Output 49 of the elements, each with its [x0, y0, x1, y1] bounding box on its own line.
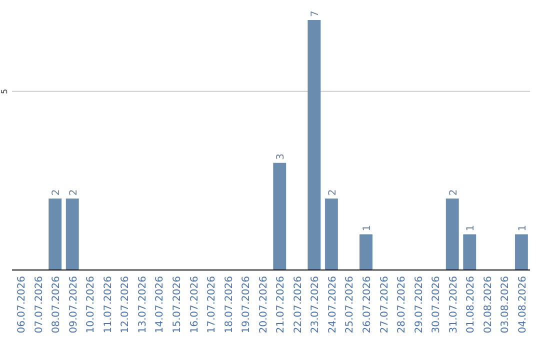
x-tick-label: 14.07.2026 — [154, 276, 166, 334]
x-tick-label: 29.07.2026 — [414, 276, 425, 334]
x-tick-label: 06.07.2026 — [16, 276, 28, 334]
bar — [463, 234, 476, 270]
data-label: 1 — [362, 224, 373, 232]
x-tick-label: 22.07.2026 — [292, 276, 304, 334]
x-tick-label: 21.07.2026 — [276, 276, 287, 334]
x-tick-label: 19.07.2026 — [241, 276, 252, 334]
x-tick-label: 28.07.2026 — [396, 276, 408, 334]
x-tick-label: 31.07.2026 — [448, 276, 460, 334]
x-tick-label: 25.07.2026 — [344, 276, 356, 334]
data-label: 2 — [327, 189, 338, 196]
x-tick-label: 01.08.2026 — [466, 276, 477, 334]
x-tick-label: 15.07.2026 — [172, 276, 183, 334]
bar — [514, 234, 528, 270]
data-label: 2 — [51, 189, 62, 196]
data-label: 1 — [466, 224, 477, 232]
bar — [273, 162, 286, 270]
bar — [324, 198, 338, 270]
data-label: 7 — [310, 10, 322, 17]
x-tick-label: 23.07.2026 — [310, 276, 322, 334]
x-tick-label: 30.07.2026 — [431, 276, 442, 334]
bar — [446, 198, 459, 270]
x-tick-label: 13.07.2026 — [137, 276, 148, 334]
data-label: 1 — [517, 224, 528, 232]
bar — [66, 198, 79, 270]
x-tick-label: 11.07.2026 — [102, 276, 114, 334]
x-tick-label: 24.07.2026 — [327, 276, 338, 334]
data-label: 2 — [68, 189, 80, 196]
x-tick-label: 03.08.2026 — [500, 276, 512, 334]
x-tick-label: 02.08.2026 — [482, 276, 494, 334]
x-tick-label: 08.07.2026 — [51, 276, 62, 334]
x-tick-label: 07.07.2026 — [34, 276, 45, 334]
x-tick-label: 18.07.2026 — [224, 276, 235, 334]
x-tick-label: 04.08.2026 — [517, 276, 528, 334]
x-tick-label: 12.07.2026 — [120, 276, 132, 334]
bar — [360, 234, 372, 270]
x-tick-label: 26.07.2026 — [362, 276, 373, 334]
y-tick-label: 5 — [0, 88, 9, 94]
data-label: 2 — [448, 189, 460, 196]
x-tick-label: 16.07.2026 — [189, 276, 200, 334]
x-tick-label: 20.07.2026 — [258, 276, 270, 334]
x-tick-label: 27.07.2026 — [379, 276, 390, 334]
bar — [48, 198, 62, 270]
bar — [308, 20, 321, 270]
x-tick-label: 10.07.2026 — [86, 276, 97, 334]
data-label: 3 — [276, 153, 287, 160]
x-tick-label: 17.07.2026 — [206, 276, 218, 334]
x-tick-label: 09.07.2026 — [68, 276, 80, 334]
